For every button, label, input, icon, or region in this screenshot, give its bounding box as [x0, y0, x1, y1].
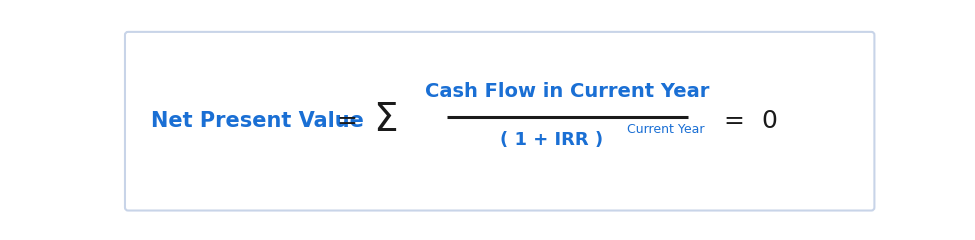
Text: Net Present Value: Net Present Value [151, 111, 364, 131]
Text: =: = [723, 109, 745, 133]
Text: Σ: Σ [373, 101, 398, 139]
FancyBboxPatch shape [125, 32, 875, 210]
Text: =: = [336, 109, 357, 133]
Text: Current Year: Current Year [627, 123, 705, 136]
Text: Cash Flow in Current Year: Cash Flow in Current Year [425, 83, 710, 102]
Text: ( 1 + IRR ): ( 1 + IRR ) [500, 132, 604, 150]
Text: 0: 0 [761, 109, 777, 133]
